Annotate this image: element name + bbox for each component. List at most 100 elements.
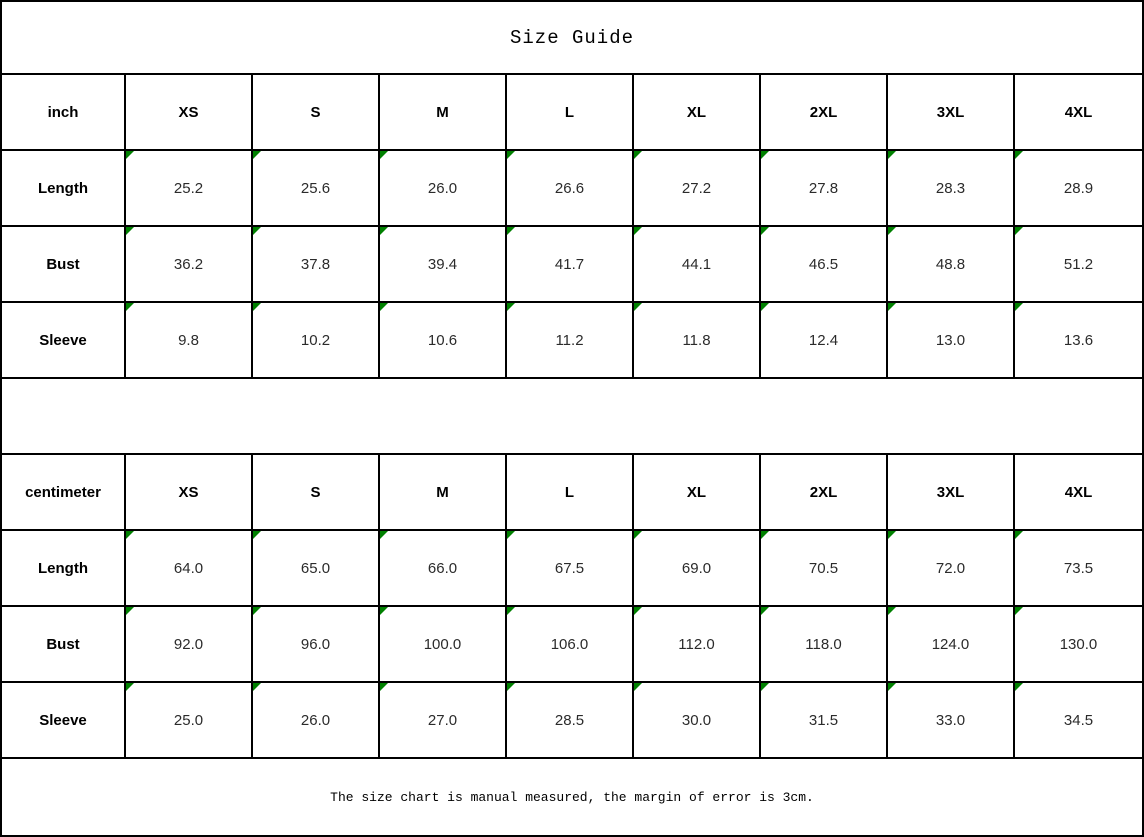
size-value: 9.8 xyxy=(126,303,253,377)
size-value: 72.0 xyxy=(888,531,1015,605)
centimeter-size-table: centimeter XS S M L XL 2XL 3XL 4XL Length 64.0 65.0… xyxy=(2,455,1142,759)
size-column-header-text: 4XL xyxy=(1064,103,1093,121)
size-value: 73.5 xyxy=(1015,531,1142,605)
cell-corner-marker-icon xyxy=(126,227,134,235)
size-value: 30.0 xyxy=(634,683,761,757)
table-row: Bust 36.2 37.8 39.4 41.7 44.1 46.5 48.8 51.2 xyxy=(2,227,1142,303)
size-value: 67.5 xyxy=(507,531,634,605)
measure-label-text: Length xyxy=(38,179,88,197)
size-column-header: XS xyxy=(126,75,253,149)
measure-label: Sleeve xyxy=(2,303,126,377)
size-table-header-row: centimeter XS S M L XL 2XL 3XL 4XL xyxy=(2,455,1142,531)
size-value-text: 25.0 xyxy=(173,711,204,729)
measure-label: Length xyxy=(2,531,126,605)
size-value: 48.8 xyxy=(888,227,1015,301)
size-column-header: 4XL xyxy=(1015,75,1142,149)
size-value-text: 70.5 xyxy=(808,559,839,577)
measure-label-text: Length xyxy=(38,559,88,577)
size-value-text: 51.2 xyxy=(1063,255,1094,273)
size-value: 70.5 xyxy=(761,531,888,605)
cell-corner-marker-icon xyxy=(253,683,261,691)
size-value: 64.0 xyxy=(126,531,253,605)
size-value-text: 67.5 xyxy=(554,559,585,577)
size-value-text: 11.2 xyxy=(555,331,584,349)
size-column-header: 2XL xyxy=(761,75,888,149)
cell-corner-marker-icon xyxy=(380,151,388,159)
size-value: 66.0 xyxy=(380,531,507,605)
size-value-text: 41.7 xyxy=(554,255,585,273)
size-column-header-text: L xyxy=(564,483,575,501)
size-value-text: 37.8 xyxy=(300,255,331,273)
size-value: 27.0 xyxy=(380,683,507,757)
size-value: 130.0 xyxy=(1015,607,1142,681)
size-value-text: 27.0 xyxy=(427,711,458,729)
unit-label: centimeter xyxy=(2,455,126,529)
size-value: 100.0 xyxy=(380,607,507,681)
size-column-header-text: XL xyxy=(686,103,707,121)
size-value: 118.0 xyxy=(761,607,888,681)
size-column-header-text: M xyxy=(436,103,449,121)
size-value-text: 36.2 xyxy=(173,255,204,273)
cell-corner-marker-icon xyxy=(761,531,769,539)
cell-corner-marker-icon xyxy=(761,683,769,691)
size-value: 28.3 xyxy=(888,151,1015,225)
size-column-header: 2XL xyxy=(761,455,888,529)
measure-label: Sleeve xyxy=(2,683,126,757)
table-row: Length 64.0 65.0 66.0 67.5 69.0 70.5 72.0 73.5 xyxy=(2,531,1142,607)
size-value-text: 31.5 xyxy=(808,711,839,729)
size-value-text: 13.0 xyxy=(935,331,966,349)
size-column-header: 3XL xyxy=(888,75,1015,149)
size-column-header: M xyxy=(380,75,507,149)
size-column-header: S xyxy=(253,455,380,529)
cell-corner-marker-icon xyxy=(888,151,896,159)
cell-corner-marker-icon xyxy=(507,303,515,311)
size-value: 26.6 xyxy=(507,151,634,225)
cell-corner-marker-icon xyxy=(380,303,388,311)
cell-corner-marker-icon xyxy=(253,151,261,159)
size-value-text: 10.2 xyxy=(300,331,331,349)
size-value: 25.6 xyxy=(253,151,380,225)
measure-label-text: Bust xyxy=(46,635,80,653)
cell-corner-marker-icon xyxy=(126,607,134,615)
size-value-text: 25.2 xyxy=(173,179,204,197)
size-value: 34.5 xyxy=(1015,683,1142,757)
size-value-text: 69.0 xyxy=(681,559,712,577)
size-value-text: 10.6 xyxy=(427,331,458,349)
size-value: 46.5 xyxy=(761,227,888,301)
size-value-text: 12.4 xyxy=(808,331,839,349)
cell-corner-marker-icon xyxy=(761,151,769,159)
size-value: 37.8 xyxy=(253,227,380,301)
cell-corner-marker-icon xyxy=(634,303,642,311)
size-value: 65.0 xyxy=(253,531,380,605)
size-value: 44.1 xyxy=(634,227,761,301)
size-value: 13.6 xyxy=(1015,303,1142,377)
size-column-header-text: 4XL xyxy=(1064,483,1093,501)
size-column-header: M xyxy=(380,455,507,529)
size-value: 10.2 xyxy=(253,303,380,377)
size-value-text: 130.0 xyxy=(1059,635,1098,653)
size-value: 10.6 xyxy=(380,303,507,377)
cell-corner-marker-icon xyxy=(1015,607,1023,615)
size-value: 11.2 xyxy=(507,303,634,377)
cell-corner-marker-icon xyxy=(126,531,134,539)
size-value: 41.7 xyxy=(507,227,634,301)
size-value: 28.5 xyxy=(507,683,634,757)
cell-corner-marker-icon xyxy=(380,227,388,235)
cell-corner-marker-icon xyxy=(126,683,134,691)
size-column-header-text: 2XL xyxy=(809,103,838,121)
size-column-header-text: XL xyxy=(686,483,707,501)
size-column-header-text: S xyxy=(310,483,321,501)
size-value-text: 26.0 xyxy=(300,711,331,729)
size-value: 36.2 xyxy=(126,227,253,301)
size-value-text: 48.8 xyxy=(935,255,966,273)
size-value-text: 92.0 xyxy=(173,635,204,653)
size-value-text: 39.4 xyxy=(427,255,458,273)
cell-corner-marker-icon xyxy=(761,227,769,235)
size-column-header: XS xyxy=(126,455,253,529)
unit-label: inch xyxy=(2,75,126,149)
size-value-text: 30.0 xyxy=(681,711,712,729)
size-value-text: 46.5 xyxy=(808,255,839,273)
unit-label-text: centimeter xyxy=(25,483,101,501)
size-value-text: 28.9 xyxy=(1063,179,1094,197)
